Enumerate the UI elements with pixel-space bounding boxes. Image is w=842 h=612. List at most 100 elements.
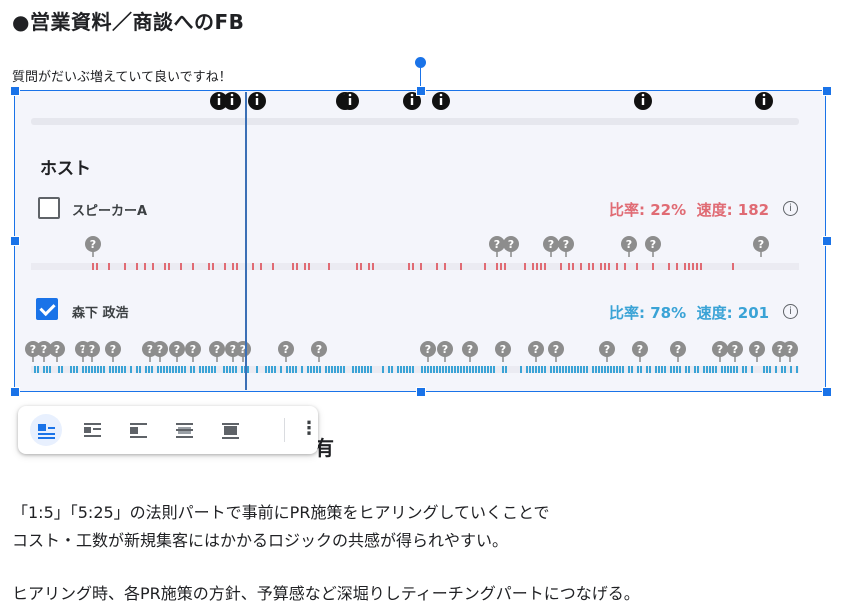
- question-pin-icon[interactable]: ?: [528, 341, 544, 362]
- question-pin-icon[interactable]: ?: [169, 341, 185, 362]
- speech-tick: [444, 263, 446, 270]
- speech-tick: [109, 366, 111, 373]
- speech-tick: [694, 366, 696, 373]
- speech-tick: [700, 263, 702, 270]
- in-front-of-text-button[interactable]: [214, 414, 246, 446]
- question-pin-icon[interactable]: ?: [437, 341, 453, 362]
- resize-handle-bottom[interactable]: [416, 387, 426, 397]
- speech-tick: [406, 366, 408, 373]
- speech-tick: [412, 263, 414, 270]
- speech-tick: [232, 263, 234, 270]
- behind-text-button[interactable]: [168, 414, 200, 446]
- speech-tick: [598, 366, 600, 373]
- speaker-a-checkbox[interactable]: [38, 197, 60, 219]
- info-marker-icon[interactable]: [634, 92, 652, 110]
- question-pin-icon[interactable]: ?: [632, 341, 648, 362]
- question-pin-icon[interactable]: ?: [152, 341, 168, 362]
- question-pin-icon[interactable]: ?: [727, 341, 743, 362]
- resize-handle-bottom-right[interactable]: [822, 387, 832, 397]
- resize-handle-top[interactable]: [416, 86, 426, 96]
- question-pin-icon[interactable]: ?: [548, 341, 564, 362]
- info-marker-icon[interactable]: [341, 92, 359, 110]
- speaker-b-ratio: 比率: 78%: [609, 304, 687, 322]
- question-pin-icon[interactable]: ?: [503, 236, 519, 257]
- speech-tick: [733, 366, 735, 373]
- question-pin-icon[interactable]: ?: [712, 341, 728, 362]
- question-pin-icon[interactable]: ?: [36, 341, 52, 362]
- break-text-button[interactable]: [122, 414, 154, 446]
- speech-tick: [538, 366, 540, 373]
- speech-tick: [103, 366, 105, 373]
- resize-handle-left[interactable]: [10, 236, 20, 246]
- behind-text-icon: [176, 423, 193, 438]
- question-pin-icon[interactable]: ?: [621, 236, 637, 257]
- question-pin-icon[interactable]: ?: [311, 341, 327, 362]
- speech-tick: [190, 366, 192, 373]
- speech-tick: [252, 263, 254, 270]
- speech-tick: [124, 366, 126, 373]
- info-icon[interactable]: i: [783, 201, 798, 216]
- info-markers: [210, 92, 773, 110]
- rotate-handle[interactable]: [415, 57, 426, 68]
- speech-tick: [178, 366, 180, 373]
- info-marker-icon[interactable]: [248, 92, 266, 110]
- info-marker-icon[interactable]: [403, 92, 421, 110]
- wrap-text-button[interactable]: [76, 414, 108, 446]
- resize-handle-top-left[interactable]: [10, 86, 20, 96]
- question-pin-icon[interactable]: ?: [495, 341, 511, 362]
- question-pin-icon[interactable]: ?: [558, 236, 574, 257]
- speech-tick: [568, 366, 570, 373]
- speech-tick: [136, 263, 138, 270]
- question-pin-icon[interactable]: ?: [670, 341, 686, 362]
- speech-tick: [88, 366, 90, 373]
- question-pin-icon[interactable]: ?: [543, 236, 559, 257]
- question-pin-icon[interactable]: ?: [645, 236, 661, 257]
- question-pin-icon[interactable]: ?: [420, 341, 436, 362]
- question-pin-icon[interactable]: ?: [489, 236, 505, 257]
- info-icon[interactable]: i: [783, 304, 798, 319]
- inline-button[interactable]: [30, 414, 62, 446]
- speech-tick: [272, 263, 274, 270]
- resize-handle-top-right[interactable]: [822, 86, 832, 96]
- speech-tick: [649, 366, 651, 373]
- speech-tick: [166, 366, 168, 373]
- speech-tick: [139, 366, 141, 373]
- question-pin-icon[interactable]: ?: [599, 341, 615, 362]
- more-options-icon[interactable]: ⋮: [300, 418, 318, 439]
- speech-tick: [73, 366, 75, 373]
- info-marker-icon[interactable]: [223, 92, 241, 110]
- question-pin-icon[interactable]: ?: [85, 236, 101, 257]
- speech-tick: [43, 366, 45, 373]
- speech-tick: [475, 366, 477, 373]
- speech-tick: [637, 366, 639, 373]
- resize-handle-bottom-left[interactable]: [10, 387, 20, 397]
- speech-tick: [96, 263, 98, 270]
- speech-tick: [775, 366, 777, 373]
- speech-tick: [445, 366, 447, 373]
- speech-tick: [325, 366, 327, 373]
- resize-handle-right[interactable]: [822, 236, 832, 246]
- speech-tick: [292, 263, 294, 270]
- question-pin-icon[interactable]: ?: [462, 341, 478, 362]
- info-marker-icon[interactable]: [755, 92, 773, 110]
- info-marker-icon[interactable]: [210, 92, 228, 110]
- question-pin-icon[interactable]: ?: [209, 341, 225, 362]
- speaker-b-checkbox[interactable]: [36, 298, 58, 320]
- question-pin-icon[interactable]: ?: [105, 341, 121, 362]
- question-pin-icon[interactable]: ?: [185, 341, 201, 362]
- question-pin-icon[interactable]: ?: [749, 341, 765, 362]
- question-pin-icon[interactable]: ?: [84, 341, 100, 362]
- question-pin-icon[interactable]: ?: [278, 341, 294, 362]
- question-pin-icon[interactable]: ?: [49, 341, 65, 362]
- speech-tick: [526, 366, 528, 373]
- speech-tick: [664, 366, 666, 373]
- speech-tick: [565, 366, 567, 373]
- speech-tick: [328, 366, 330, 373]
- question-pin-icon[interactable]: ?: [753, 236, 769, 257]
- question-pin-icon[interactable]: ?: [25, 341, 41, 362]
- info-marker-icon[interactable]: [432, 92, 450, 110]
- speech-tick: [544, 263, 546, 270]
- question-pin-icon[interactable]: ?: [782, 341, 798, 362]
- speech-tick: [550, 366, 552, 373]
